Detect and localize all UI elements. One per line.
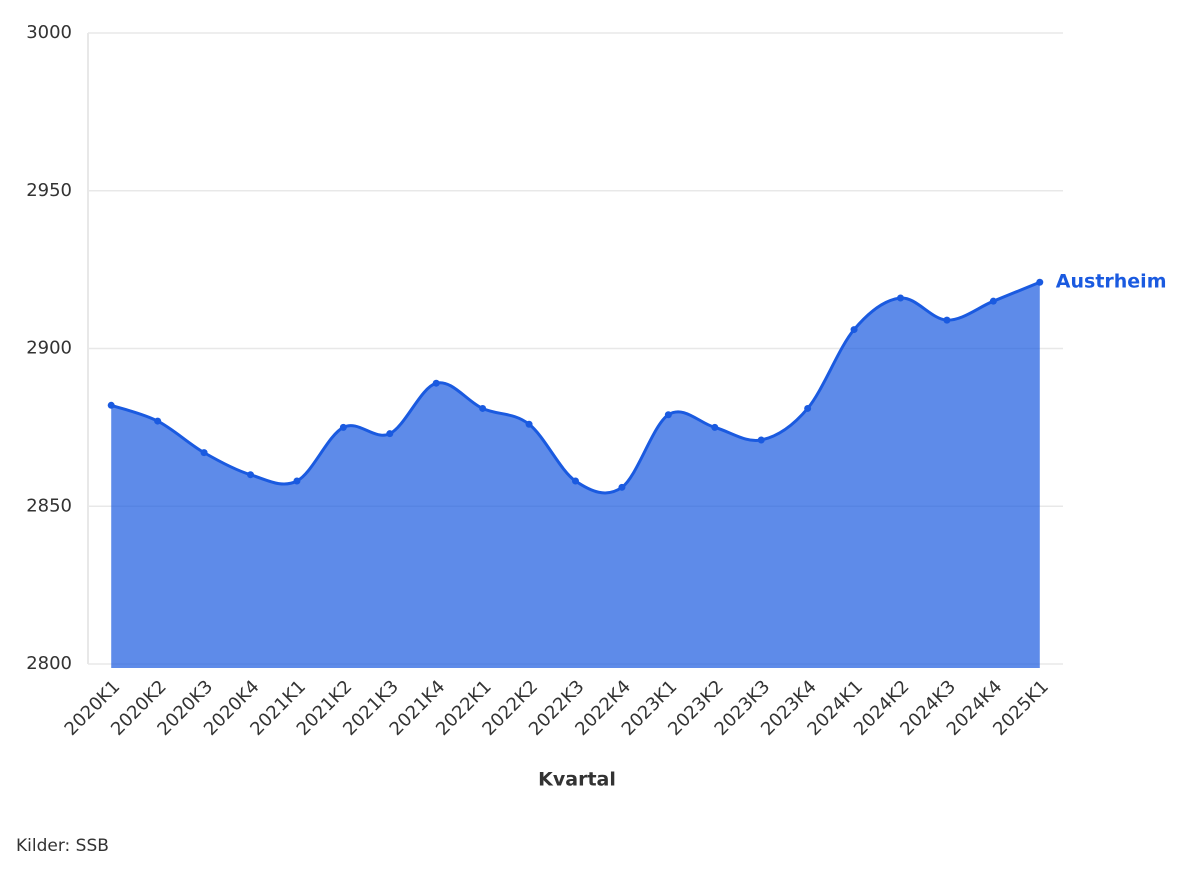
point — [154, 417, 162, 425]
point — [432, 379, 440, 387]
point — [200, 449, 208, 457]
y-tick-label: 2800 — [26, 653, 72, 674]
point — [757, 436, 765, 444]
point — [339, 423, 347, 431]
point — [943, 316, 951, 324]
point — [664, 411, 672, 419]
point — [804, 404, 812, 412]
point — [247, 471, 254, 479]
y-tick-label: 2850 — [26, 495, 72, 516]
point — [107, 401, 115, 409]
point — [572, 477, 579, 485]
y-tick-label: 3000 — [26, 22, 72, 43]
y-tick-label: 2950 — [26, 180, 72, 201]
point — [618, 483, 626, 491]
point — [293, 477, 301, 485]
source: Kilder: SSB — [16, 836, 109, 856]
x-axis-title: Kvartal — [538, 769, 616, 791]
point — [1036, 278, 1044, 286]
area — [111, 282, 1040, 668]
series-label: Austrheim — [1056, 271, 1167, 293]
point — [897, 294, 904, 302]
point — [711, 423, 719, 431]
point — [479, 404, 487, 412]
point — [989, 297, 997, 305]
point — [850, 326, 858, 334]
point — [386, 430, 394, 438]
y-tick-label: 2900 — [26, 338, 72, 359]
point — [525, 420, 533, 428]
